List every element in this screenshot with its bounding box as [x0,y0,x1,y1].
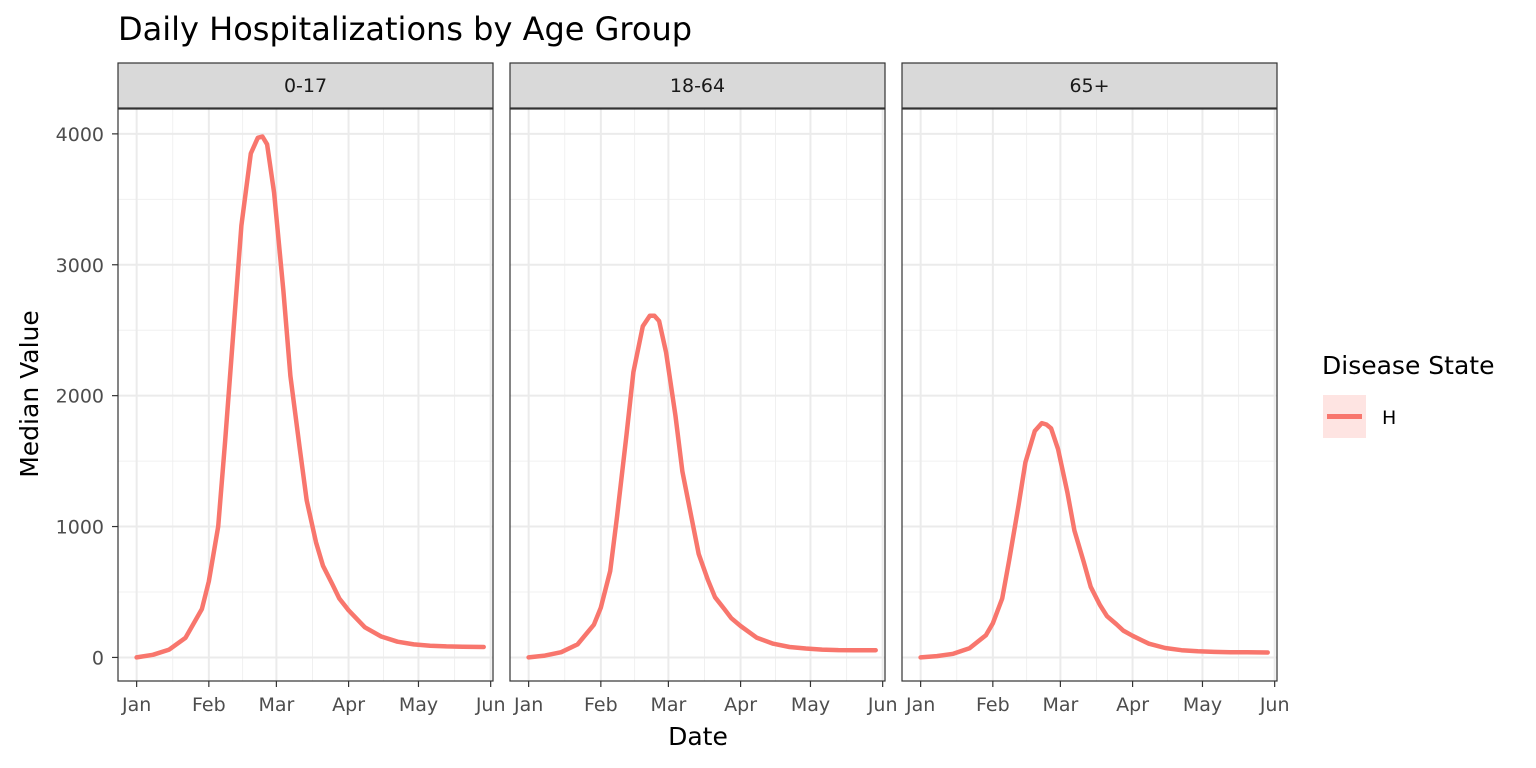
x-tick-label: Feb [976,694,1010,716]
y-tick-label: 2000 [56,386,104,408]
x-tick-label: Feb [192,694,226,716]
facet-strip-label: 65+ [1069,75,1109,97]
legend-title: Disease State [1322,351,1494,380]
x-tick-label: Jan [121,694,151,716]
facet-panels: 0-17 Jan Feb Mar Apr May Jun 18-64 Jan Feb Mar Apr M… [117,62,1290,716]
x-tick-label: May [791,694,830,716]
y-tick-label: 3000 [56,255,104,277]
x-tick-label: Jan [905,694,935,716]
panel-border [901,108,1278,682]
y-tick-label: 1000 [56,517,104,539]
y-axis: 0 1000 2000 3000 4000 [56,124,118,669]
x-tick-label: Mar [650,694,686,716]
facet-strip-label: 18-64 [670,75,725,97]
y-tick-label: 0 [92,647,104,669]
series-line-H [918,420,1270,660]
facet-strip [117,62,494,109]
x-tick-label: Apr [724,694,757,716]
x-tick-label: Apr [332,694,365,716]
chart-title: Daily Hospitalizations by Age Group [118,10,692,48]
x-tick-label: Jan [513,694,543,716]
x-tick-label: Mar [258,694,294,716]
facet-panel: 0-17 Jan Feb Mar Apr May Jun [117,62,506,716]
y-axis-title: Median Value [15,310,44,478]
x-tick-label: Mar [1042,694,1078,716]
x-tick-label: Jun [867,694,898,716]
panel-border [509,108,886,682]
x-tick-label: May [399,694,438,716]
x-axis-title: Date [668,722,728,751]
facet-panel: 65+ Jan Feb Mar Apr May Jun [901,62,1290,716]
panel-border [117,108,494,682]
x-tick-label: Feb [584,694,618,716]
x-tick-label: Jun [475,694,506,716]
y-tick-label: 4000 [56,124,104,146]
facet-panel: 18-64 Jan Feb Mar Apr May Jun [509,62,898,716]
x-tick-label: Apr [1116,694,1149,716]
series-line-H [134,134,486,660]
x-tick-label: Jun [1259,694,1290,716]
facet-strip [901,62,1278,109]
x-tick-label: May [1183,694,1222,716]
legend: Disease State H [1322,351,1494,438]
series-line-H [526,313,878,660]
legend-entry-label: H [1382,407,1396,429]
facet-strip-label: 0-17 [284,75,327,97]
facet-strip [509,62,886,109]
